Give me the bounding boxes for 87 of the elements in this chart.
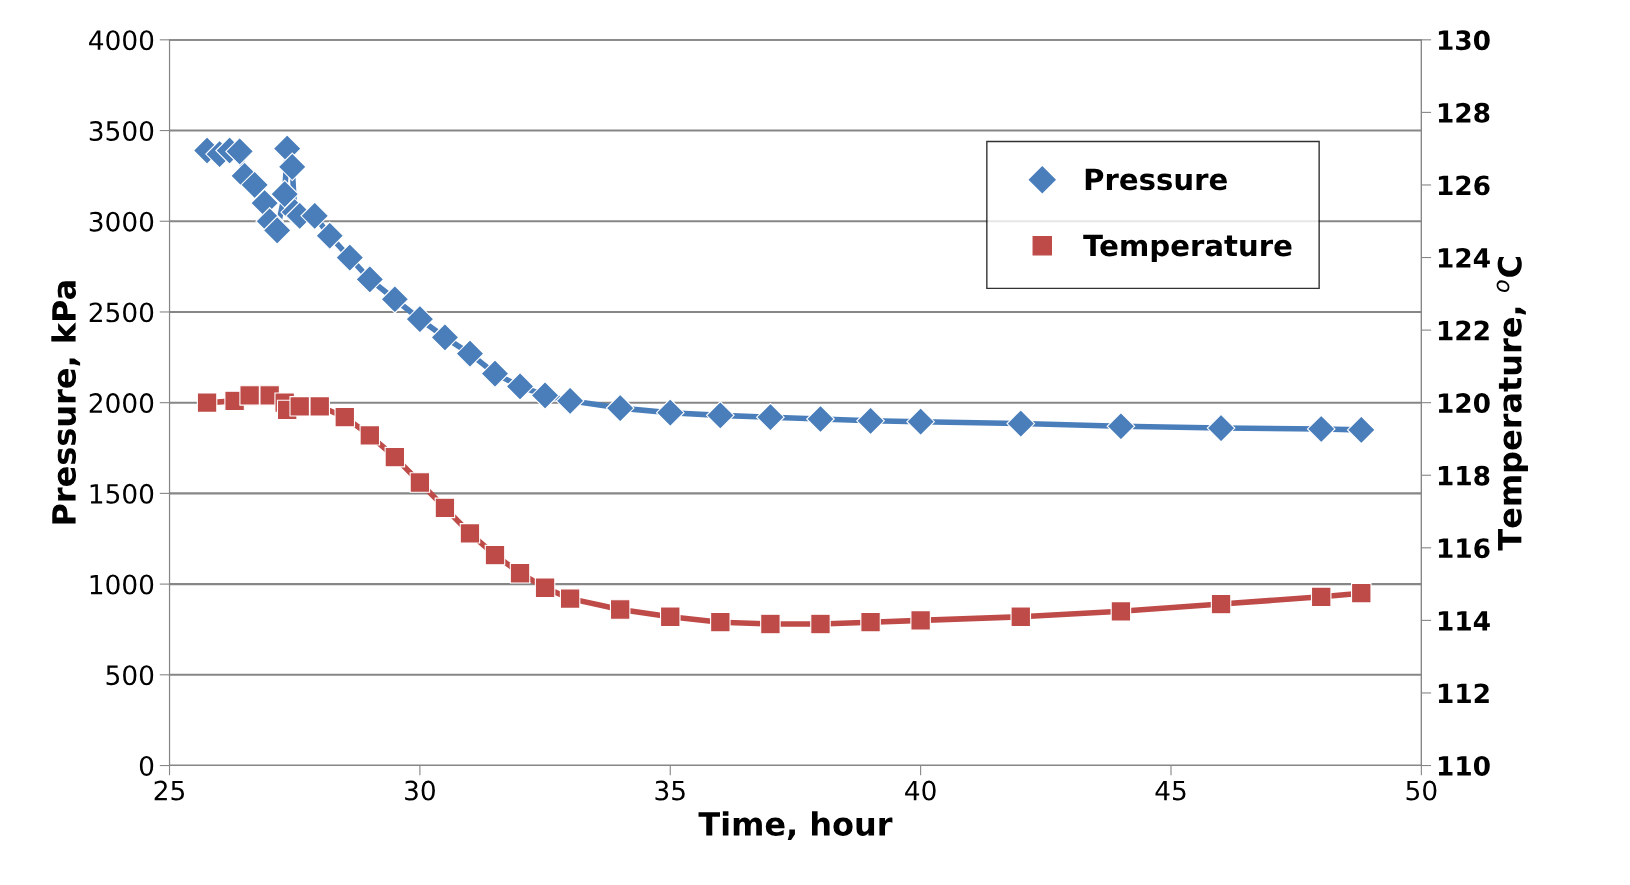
y2-tick-label: 114 [1438, 611, 1490, 631]
point [239, 385, 260, 406]
point [910, 610, 931, 631]
y2-tick-label: 122 [1438, 320, 1489, 341]
point [806, 404, 835, 434]
point [480, 359, 510, 388]
point [706, 401, 735, 430]
x-tick-label: 35 [655, 780, 685, 801]
legend-label: Temperature [1083, 234, 1292, 263]
point [272, 134, 302, 163]
x-axis-title: Time, hour [698, 811, 893, 841]
point [559, 588, 581, 609]
point [555, 386, 585, 416]
point [655, 398, 685, 427]
y2-tick-label: 126 [1438, 175, 1490, 196]
point [380, 284, 410, 314]
point [455, 339, 485, 368]
point [505, 372, 535, 401]
point [270, 179, 299, 209]
point [509, 562, 531, 584]
point [315, 221, 345, 251]
y-tick-label: 4000 [89, 30, 154, 51]
y2-tick-label: 120 [1438, 393, 1490, 414]
point [300, 201, 330, 231]
point [405, 304, 435, 334]
x-tick-label: 30 [405, 780, 435, 801]
point [659, 606, 681, 628]
point [434, 497, 456, 519]
point [609, 599, 631, 620]
y2-axis-title: Temperature, $^{o}$C [1496, 257, 1528, 551]
point [1210, 593, 1232, 615]
y2-tick-label: 124 [1438, 247, 1490, 268]
point [277, 152, 307, 182]
point [1206, 413, 1236, 443]
point [225, 137, 254, 166]
y2-tick-label: 110 [1438, 755, 1490, 776]
x-tick-label: 45 [1155, 780, 1186, 801]
point [1010, 606, 1032, 628]
point [530, 381, 560, 410]
point [196, 392, 218, 413]
point [810, 613, 831, 635]
point [1106, 411, 1136, 441]
y2-tick-label: 116 [1438, 538, 1490, 559]
point [459, 523, 481, 544]
point [1110, 601, 1132, 622]
point [856, 406, 885, 436]
point [534, 577, 556, 599]
point [906, 407, 935, 437]
point [1350, 582, 1372, 604]
legend-label: Pressure [1085, 168, 1227, 191]
y2-tick-label: 128 [1438, 102, 1490, 123]
point [484, 544, 506, 566]
y2-tick-label: 118 [1438, 465, 1490, 486]
y-tick-label: 2000 [89, 393, 154, 414]
y2-tick-label: 112 [1438, 683, 1489, 703]
point [240, 170, 269, 200]
y-tick-label: 3500 [89, 120, 154, 141]
y-tick-label: 2500 [89, 302, 154, 323]
point [710, 611, 731, 633]
y-tick-label: 1500 [90, 483, 154, 504]
point [355, 265, 385, 294]
y-tick-label: 500 [106, 665, 154, 686]
point [384, 446, 406, 468]
point [756, 402, 785, 432]
y-tick-label: 3000 [89, 211, 154, 232]
point [760, 613, 781, 635]
point [430, 323, 460, 352]
x-tick-label: 50 [1406, 780, 1437, 801]
point [289, 396, 310, 417]
point [309, 396, 331, 417]
point [605, 393, 635, 423]
point [1346, 415, 1376, 445]
point [409, 472, 431, 493]
x-tick-label: 40 [905, 780, 936, 801]
point [334, 406, 356, 428]
point [1006, 409, 1036, 438]
point [359, 425, 381, 446]
y-axis-title: Pressure, kPa [51, 281, 81, 524]
y-tick-label: 0 [139, 755, 154, 776]
y2-tick-label: 130 [1438, 30, 1490, 51]
point [1306, 414, 1336, 444]
point [262, 216, 292, 245]
y-tick-label: 1000 [90, 574, 154, 595]
point [1310, 586, 1332, 608]
point [335, 243, 365, 272]
x-tick-label: 25 [154, 780, 184, 801]
point [860, 611, 881, 633]
